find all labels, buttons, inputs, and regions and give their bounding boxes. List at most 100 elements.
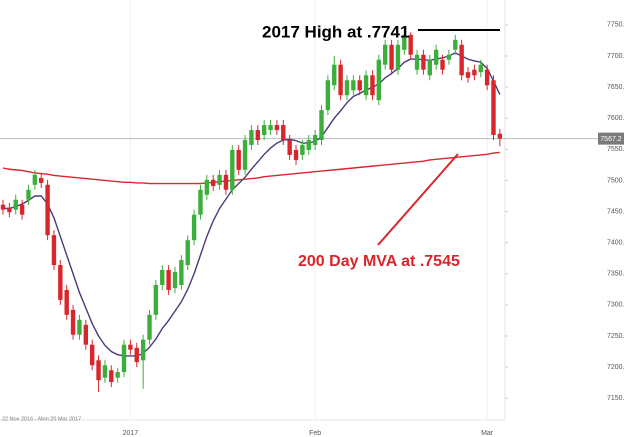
candle-body [19,204,25,215]
x-tick-label: Feb [309,430,321,437]
candle-body [223,174,229,190]
candle-body [45,184,50,236]
y-tick-label: 7150.0 [607,395,624,402]
mva-arrow-line [377,153,459,246]
moving-average [3,52,501,357]
candle-body [281,125,286,140]
candle-body [249,130,254,145]
candle-body [370,75,375,96]
candle-body [478,64,483,73]
candle-body [459,44,464,76]
annotation-mva: 200 Day MVA at .7545 [298,253,460,270]
candle-body [147,314,152,340]
candle-body [357,80,362,91]
candle-body [287,140,292,155]
candle-body [440,59,445,70]
candle-body [102,365,108,378]
y-tick-label: 7500.0 [607,177,624,184]
candle-body [64,289,69,315]
y-tick-label: 7450.0 [607,208,624,215]
candle-body [172,271,178,289]
y-tick-label: 7400.0 [607,240,624,247]
candle-body [332,64,337,86]
candle-body [395,44,401,70]
candle-body [121,344,127,373]
candle-body [421,54,426,70]
candle-body [293,149,299,160]
y-tick-label: 7750.0 [607,22,624,29]
candle-body [376,59,382,101]
candle-body [58,265,63,300]
y-tick-label: 7700.0 [607,53,624,60]
candle-body [414,54,420,70]
candle-body [185,240,190,266]
candle-body [153,284,159,315]
candle-body [319,110,324,140]
candle-body [39,177,44,183]
candle-body [134,347,139,363]
candle-body [179,260,184,285]
candle-body [83,324,89,345]
candle-body [484,69,490,86]
candle-body [274,125,280,131]
candle-body [338,64,343,96]
candle-body [408,34,413,55]
moving-average [2,151,500,185]
candle-body [13,199,18,210]
candle-body [325,80,331,111]
price-label-box [598,132,624,145]
candle-body [26,189,31,200]
candle-body [427,59,432,76]
candle-body [242,140,248,170]
y-tick-label: 7550.0 [607,146,624,153]
candle-body [306,140,311,150]
candle-body [0,204,6,210]
candle-body [204,179,210,195]
y-tick-label: 7650.0 [607,84,624,91]
candle-body [32,174,38,185]
candle-body [363,75,369,96]
candle-body [453,39,458,50]
y-tick-label: 7300.0 [607,302,624,309]
axes [0,0,506,421]
candle-body [268,125,273,131]
candle-body [140,339,146,361]
candle-body [109,370,114,383]
candle-body [115,372,120,378]
candle-body [465,72,471,78]
candle-body [497,133,503,139]
candle-body [230,149,235,190]
candle-body [255,130,260,140]
candle-body [160,270,165,285]
date-range: 22 Nov 2016 - Mon 20 Mar 2017 [2,416,81,422]
annotation-high: 2017 High at .7741 [262,22,409,41]
candle-body [300,144,305,155]
candle-body [312,135,318,145]
y-tick-label: 7200.0 [607,364,624,371]
candle-body [96,360,101,381]
y-tick-label: 7250.0 [607,333,624,340]
candle-body [351,80,356,91]
candle-body [236,149,241,170]
candle-body [472,69,477,76]
x-tick-label: Mar [481,430,494,437]
y-tick-label: 7600.0 [607,115,624,122]
candle-body [261,125,267,136]
x-tick-label: 2017 [123,430,139,437]
candle-body [191,214,197,241]
candle-body [217,174,222,185]
candle-body [383,44,388,65]
candle-body [433,49,439,65]
candle-body [51,235,57,266]
candle-body [389,44,394,70]
candle-body [89,344,95,366]
candle-body [491,80,496,136]
candle-body [128,344,133,350]
candle-body [446,54,452,60]
candle-body [211,179,216,187]
candle-body [344,80,350,96]
candle-body [402,34,407,50]
candle-body [7,207,12,213]
candle-body [77,319,82,335]
candle-body [70,309,76,335]
